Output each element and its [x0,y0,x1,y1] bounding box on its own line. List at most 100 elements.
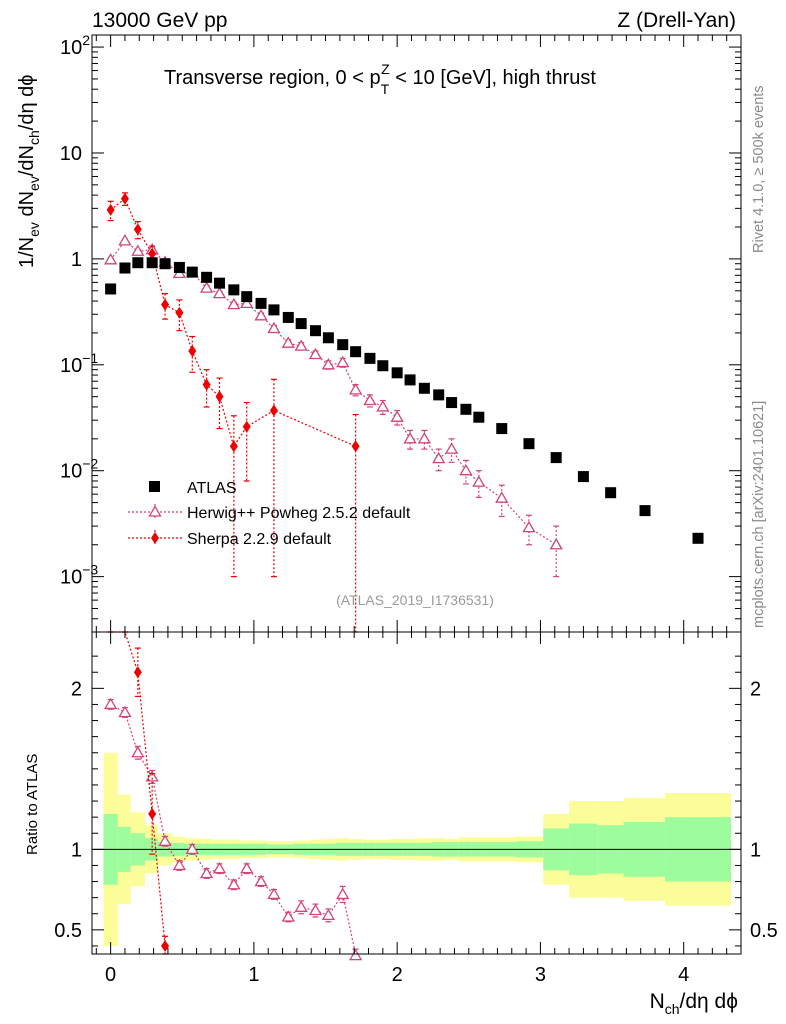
herwig-point [363,393,377,406]
ratio-y-tick-label: 1 [71,839,82,861]
herwig-point [459,463,473,476]
main-y-tick-label: 1 [71,249,82,271]
sherpa-point [188,344,197,357]
title-post: < 10 [GeV], high thrust [390,67,597,89]
atlas-point [173,261,185,273]
ratio-herwig-point [131,745,145,758]
herwig-point [522,520,536,533]
atlas-point [577,471,589,483]
atlas-point [460,403,472,415]
ratio-herwig-point [267,887,281,900]
legend: ATLAS Herwig++ Powheg 2.5.2 default Sher… [128,480,411,548]
herwig-point [403,432,417,444]
atlas-point [132,257,144,269]
process-label: Z (Drell-Yan) [617,9,736,32]
atlas-point [268,304,280,316]
ratio-herwig-point [158,834,172,846]
ratio-axes: 0 1 2 3 4 0.5 0.5 1 1 2 2 [54,632,778,986]
title-sub: T [381,81,390,97]
sherpa-point [120,192,129,205]
herwig-point [240,296,254,309]
title-sup: Z [381,61,390,77]
mcplots-label: mcplots.cern.ch [arXiv:2401.10621] [751,401,767,628]
sherpa-point [133,223,142,236]
atlas-point [391,367,403,379]
sherpa-point [215,390,224,403]
atlas-point [105,283,117,295]
atlas-point [282,311,294,323]
atlas-point [350,346,362,358]
x-tick-label: 1 [248,964,259,986]
ratio-herwig-point [227,877,241,890]
x-tick-label: 4 [678,964,689,986]
main-plot-area [103,192,704,633]
ratio-herwig-point [118,705,132,718]
legend-marker-herwig [148,505,162,517]
herwig-point [417,432,432,444]
herwig-point [131,244,145,256]
x-tick-label: 0 [105,964,116,986]
herwig-point [199,281,214,293]
atlas-point [418,382,430,394]
main-panel: 102 10 1 10−1 10−2 10−3 Transverse region, 0 … [16,32,742,633]
main-y-tick-label: 102 [60,32,90,59]
atlas-point [241,291,253,303]
ratio-herwig-point [199,866,214,879]
legend-label-atlas: ATLAS [187,480,237,497]
ratio-herwig-point [212,861,227,874]
ratio-frame [91,631,742,955]
atlas-point [159,258,171,270]
ratio-herwig-point [281,910,295,922]
ratio-sherpa-point [161,939,170,952]
ratio-sherpa-point [148,807,157,820]
atlas-point [255,297,267,309]
herwig-point [227,297,241,310]
herwig-point [308,347,323,360]
atlas-point [309,325,321,337]
ratio-y-tick-label-right: 0.5 [750,920,778,942]
atlas-point [404,374,416,386]
atlas-point [364,352,376,364]
main-y-tick-label: 10 [60,143,82,165]
ratio-herwig-point [348,948,363,961]
sherpa-point [202,378,211,391]
sherpa-point [351,440,360,453]
ratio-herwig-point [103,697,118,710]
atlas-point [523,438,535,450]
herwig-point [432,451,446,464]
atlas-point [214,277,226,289]
herwig-point [281,336,295,348]
sherpa-line [110,197,356,448]
herwig-point [495,491,509,503]
sherpa-point [242,420,251,433]
main-axes: 102 10 1 10−1 10−2 10−3 [60,32,742,633]
main-y-tick-label: 10−1 [60,350,98,377]
atlas-point [496,423,508,435]
main-y-axis-label: 1/Nev dNev/dNch/dη dϕ [16,75,42,268]
ratio-y-tick-label-right: 2 [750,678,761,700]
sherpa-point [148,247,157,260]
atlas-point [201,271,213,283]
ratio-y-tick-label-right: 1 [750,839,761,861]
herwig-point [549,537,563,550]
herwig-point [118,234,132,246]
title-pre: Transverse region, 0 < p [164,67,381,89]
atlas-point [119,262,131,274]
atlas-point [692,532,704,544]
rivet-label: Rivet 4.1.0, ≥ 500k events [751,85,767,253]
herwig-line [110,240,557,546]
sherpa-point [175,306,184,319]
sherpa-point [161,298,170,311]
ratio-herwig-point [172,858,187,871]
watermark: (ATLAS_2019_I1736531) [336,592,494,608]
x-tick-label: 3 [535,964,546,986]
atlas-point [550,452,562,464]
legend-label-herwig: Herwig++ Powheg 2.5.2 default [187,505,411,522]
herwig-point [444,442,459,454]
ratio-herwig-point [336,887,350,900]
atlas-point [446,397,458,409]
herwig-point [267,321,281,334]
herwig-point [294,339,308,351]
legend-marker-atlas [149,481,160,492]
